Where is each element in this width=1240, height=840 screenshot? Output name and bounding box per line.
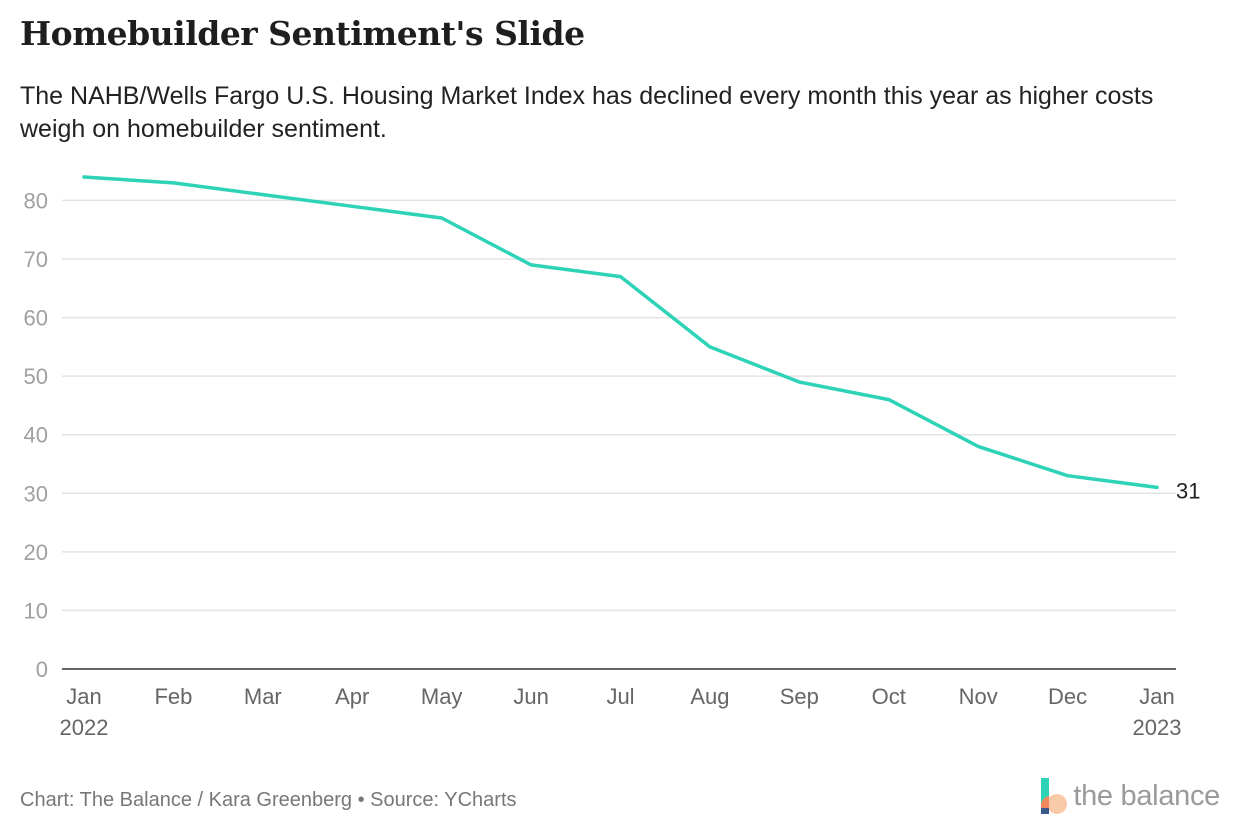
series-points: [82, 175, 1159, 490]
data-point: [440, 216, 444, 220]
x-tick-label: Jan: [66, 684, 101, 709]
x-tick-label: Jun: [513, 684, 548, 709]
x-tick-label: Oct: [872, 684, 906, 709]
data-point: [976, 444, 980, 449]
x-tick-label: 2022: [60, 715, 109, 740]
x-tick-label: May: [421, 684, 463, 709]
x-tick-label: Dec: [1048, 684, 1087, 709]
y-tick-label: 30: [24, 481, 48, 506]
gridlines: [62, 199, 1176, 612]
data-point: [261, 192, 265, 197]
data-point: [887, 397, 891, 402]
x-tick-label: Apr: [335, 684, 369, 709]
x-tick-label: Mar: [244, 684, 282, 709]
x-tick-label: Jan: [1139, 684, 1174, 709]
data-point: [1065, 474, 1070, 478]
chart-subtitle: The NAHB/Wells Fargo U.S. Housing Market…: [20, 82, 1154, 143]
y-tick-label: 10: [24, 598, 48, 623]
y-tick-label: 60: [24, 306, 48, 331]
end-value-label: 31: [1176, 478, 1200, 503]
logo-text: the balance: [1073, 779, 1220, 812]
x-tick-label: Aug: [690, 684, 729, 709]
y-tick-label: 20: [24, 540, 48, 565]
y-tick-label: 0: [36, 657, 48, 682]
x-tick-label: 2023: [1133, 715, 1182, 740]
data-point: [350, 204, 354, 208]
data-point: [82, 175, 86, 179]
y-tick-label: 40: [24, 423, 48, 448]
y-tick-label: 70: [24, 247, 48, 272]
x-tick-label: Jul: [606, 684, 634, 709]
data-point: [529, 263, 533, 267]
the-balance-logo-icon: [1041, 778, 1068, 814]
x-tick-label: Sep: [780, 684, 819, 709]
line-chart: 0 10 20 30 40 50 60 70 80 Jan 2022 Feb Mar Apr May Jun…: [24, 175, 1200, 740]
data-point: [171, 181, 176, 185]
data-point: [797, 380, 801, 384]
y-tick-label: 80: [24, 188, 48, 213]
data-point: [1155, 485, 1159, 490]
x-tick-label: Feb: [154, 684, 192, 709]
data-point: [708, 345, 712, 349]
data-point: [618, 274, 623, 279]
x-tick-label: Nov: [959, 684, 998, 709]
x-axis-ticks: Jan 2022 Feb Mar Apr May Jun Jul Aug Sep Oct Nov Dec…: [60, 684, 1182, 740]
chart-credit: Chart: The Balance / Kara Greenberg • So…: [20, 789, 517, 811]
y-tick-label: 50: [24, 364, 48, 389]
y-axis-ticks: 0 10 20 30 40 50 60 70 80: [24, 188, 48, 682]
chart-title: Homebuilder Sentiment's Slide: [20, 14, 585, 53]
series-line: [82, 175, 1159, 490]
the-balance-logo: the balance: [1039, 778, 1220, 814]
